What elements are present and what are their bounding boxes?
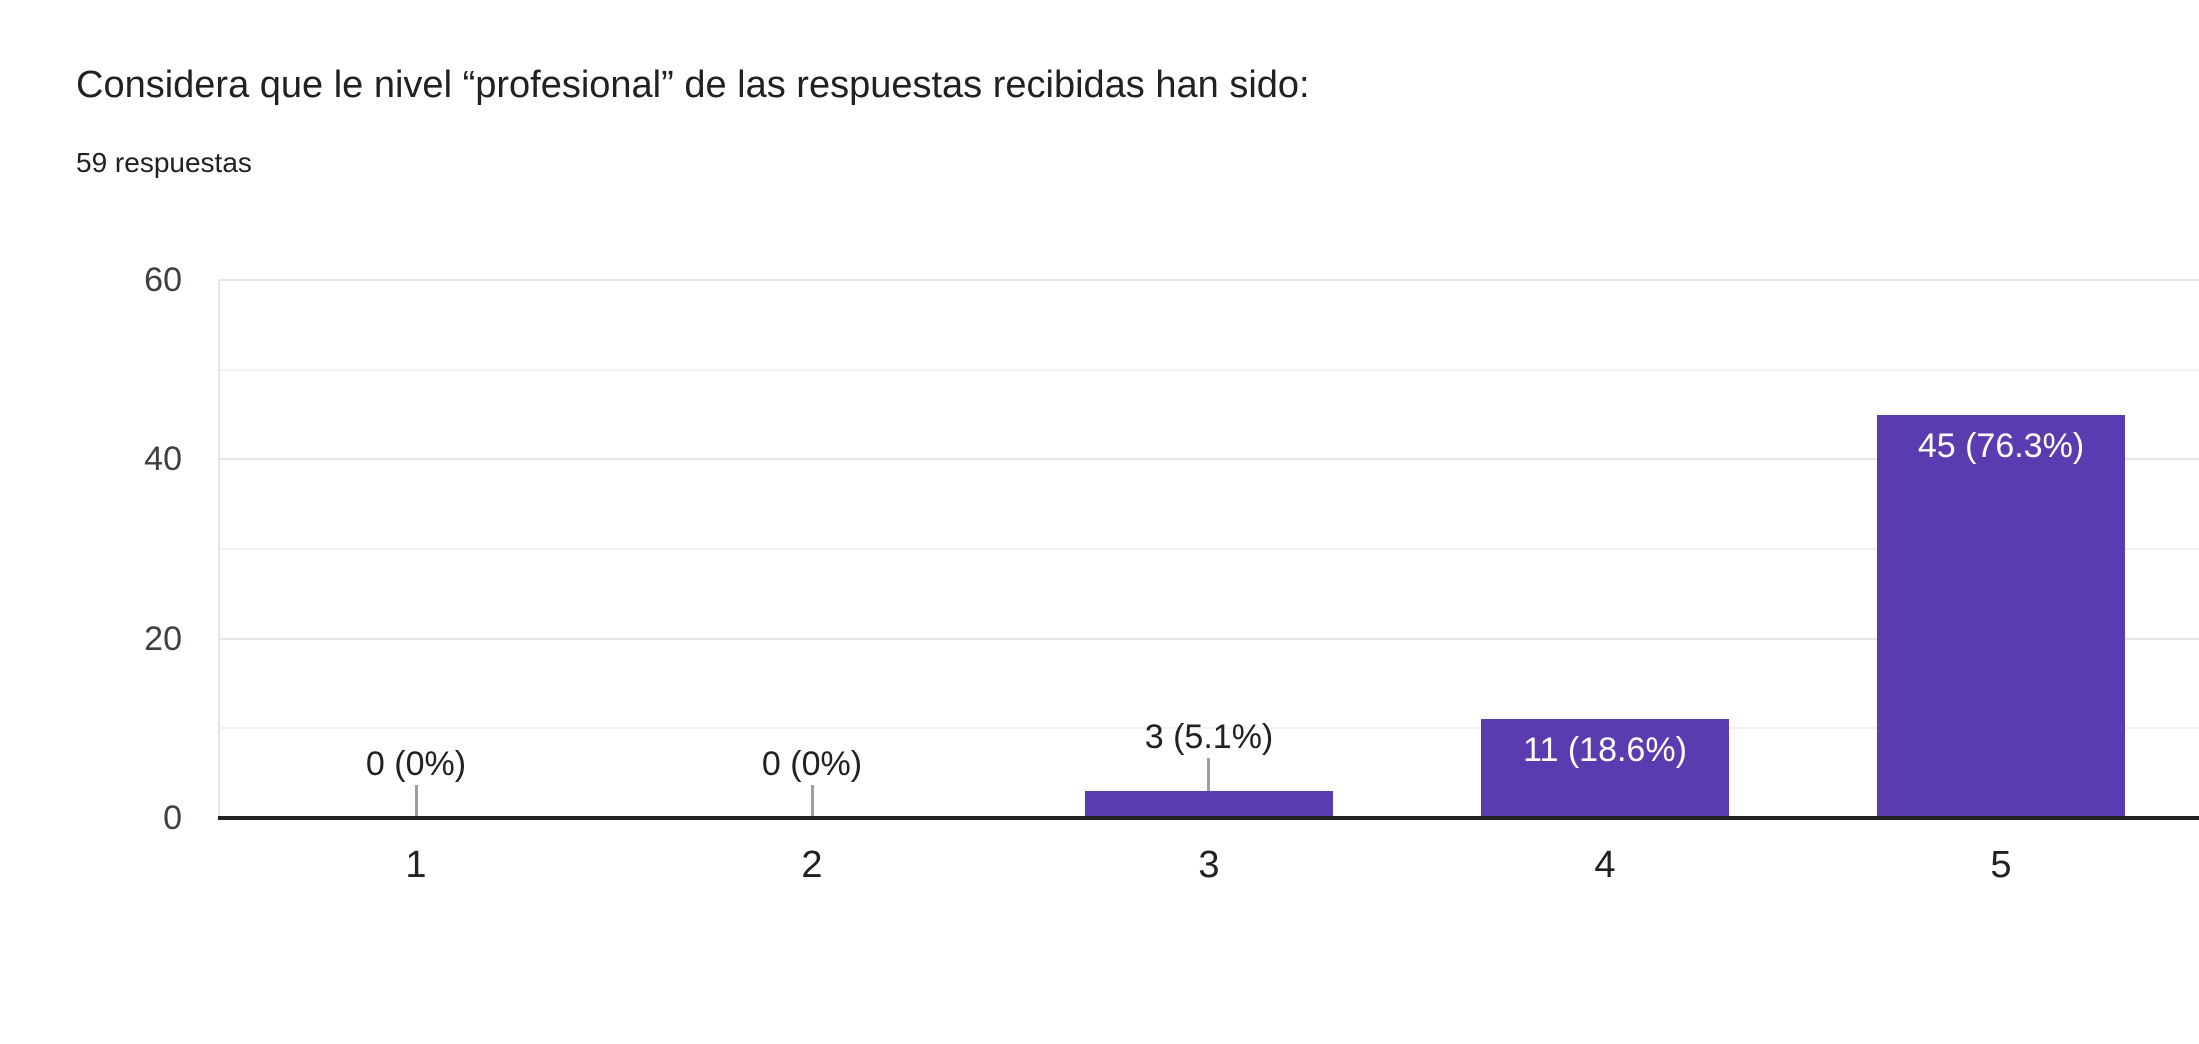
bar-value-label: 3 (5.1%) [1144, 718, 1274, 756]
x-axis-line [218, 816, 2199, 820]
bar-value-label: 0 (0%) [761, 745, 863, 783]
x-axis-category-label: 1 [405, 844, 427, 886]
y-axis-tick-label: 0 [163, 799, 182, 837]
gridline [218, 458, 2199, 460]
y-axis-tick-label: 20 [144, 620, 182, 658]
gridline [218, 548, 2199, 550]
x-axis-category-label: 5 [1990, 844, 2012, 886]
x-axis-category-label: 2 [801, 844, 823, 886]
y-axis-tick-label: 40 [144, 440, 182, 478]
response-count: 59 respuestas [76, 147, 252, 178]
question-title: Considera que le nivel “profesional” de … [76, 64, 1310, 106]
gridline [218, 727, 2199, 729]
bar [1877, 415, 2125, 818]
bar [1481, 719, 1729, 818]
bar-value-label: 45 (76.3%) [1917, 427, 2085, 465]
bar-value-stem [415, 785, 418, 818]
y-axis-tick-label: 60 [144, 261, 182, 299]
bar-value-label: 11 (18.6%) [1523, 731, 1687, 769]
bar-value-stem [1207, 758, 1210, 791]
gridline [218, 369, 2199, 371]
bar-value-label: 0 (0%) [365, 745, 467, 783]
gridline [218, 638, 2199, 640]
x-axis-category-label: 3 [1198, 844, 1220, 886]
x-axis-category-label: 4 [1594, 844, 1616, 886]
gridline [218, 279, 2199, 281]
bar [1085, 791, 1333, 818]
plot-left-border [218, 280, 220, 818]
bar-value-stem [811, 785, 814, 818]
